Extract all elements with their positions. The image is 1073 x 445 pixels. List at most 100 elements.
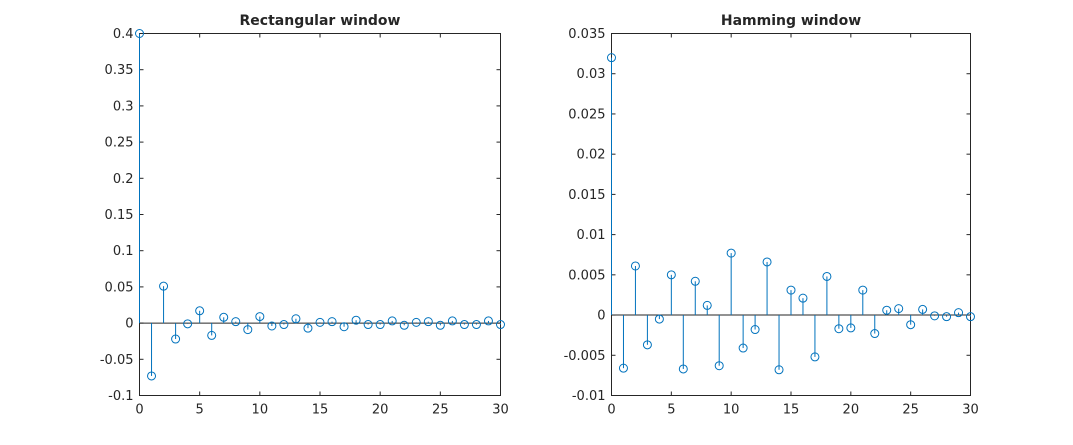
rectangular-window-data-point: [231, 317, 241, 327]
rectangular-window-ytick-label: 0.2: [113, 172, 134, 187]
rectangular-window-ytick-label: 0.15: [105, 208, 134, 223]
hamming-window-ytick-label: 0.005: [568, 268, 605, 283]
rectangular-window-xtick-label: 15: [312, 403, 329, 418]
rectangular-window-data-point: [411, 317, 421, 327]
rectangular-window-data-point: [423, 317, 433, 327]
rectangular-window-data-point: [351, 315, 361, 325]
hamming-window-xtick-label: 15: [783, 403, 800, 418]
rectangular-window-ytick-label: -0.1: [108, 389, 133, 404]
hamming-window-data-point: [654, 314, 664, 324]
hamming-window-data-point: [846, 323, 856, 333]
rectangular-window-data-point: [375, 320, 385, 330]
hamming-window-ytick-label: 0.01: [577, 228, 606, 243]
rectangular-window-data-point: [195, 306, 205, 316]
rectangular-window-xtick-label: 5: [196, 403, 204, 418]
rectangular-window-data-point: [279, 320, 289, 330]
hamming-window-title: Hamming window: [721, 13, 861, 29]
hamming-window-data-point: [618, 363, 628, 373]
rectangular-window-data-point: [471, 320, 481, 330]
rectangular-window-data-point: [363, 320, 373, 330]
hamming-window-ytick-label: 0.035: [568, 27, 605, 42]
rectangular-window-xtick-label: 20: [372, 403, 389, 418]
hamming-window-ytick-label: 0.015: [568, 188, 605, 203]
rectangular-window-ytick-label: 0.4: [113, 27, 134, 42]
hamming-window-data-point: [762, 257, 772, 267]
hamming-window-xtick-label: 5: [667, 403, 675, 418]
rectangular-window-data-point: [483, 316, 493, 326]
hamming-window-data-point: [906, 320, 916, 330]
hamming-window-ytick-label: 0.025: [568, 107, 605, 122]
hamming-window-data-point: [738, 343, 748, 353]
hamming-window-xtick-label: 25: [902, 403, 919, 418]
hamming-window-xtick-label: 20: [843, 403, 860, 418]
hamming-window-data-point: [702, 300, 712, 310]
rectangular-window-data-point: [243, 325, 253, 335]
rectangular-window-data-point: [447, 316, 457, 326]
hamming-window-data-point: [954, 308, 964, 318]
hamming-window-ytick-label: -0.005: [564, 349, 606, 364]
rectangular-window-ytick-label: 0.35: [105, 63, 134, 78]
hamming-window-data-point: [630, 261, 640, 271]
rectangular-window-data-point: [135, 29, 144, 38]
hamming-window-ytick-label: 0: [597, 309, 605, 324]
hamming-window-ytick-label: 0.02: [577, 148, 606, 163]
rectangular-window-data-point: [399, 320, 409, 330]
hamming-window-ytick-label: -0.01: [572, 389, 606, 404]
rectangular-window-data-point: [207, 330, 217, 340]
hamming-window-chart: Hamming window 0 5 10 15 20 25 30 -0.01 -0.005 0 0…: [564, 13, 979, 418]
rectangular-window-xtick-label: 0: [135, 403, 143, 418]
hamming-window-data-point: [810, 352, 820, 362]
rectangular-window-data-point: [327, 317, 337, 327]
rectangular-window-chart: Rectangular window 0 5 10 15 20 25 30 -0.1 -0.05…: [100, 13, 509, 418]
rectangular-window-xtick-label: 10: [252, 403, 269, 418]
hamming-window-data-point: [774, 365, 784, 375]
hamming-window-xtick-label: 30: [962, 403, 979, 418]
hamming-window-xtick-label: 10: [723, 403, 740, 418]
hamming-window-data-point: [894, 304, 904, 314]
rectangular-window-data-point: [459, 320, 469, 330]
hamming-window-data-point: [690, 276, 700, 286]
hamming-window-data-point: [834, 324, 844, 334]
hamming-window-data-point: [678, 364, 688, 374]
hamming-window-data-point: [750, 325, 760, 335]
hamming-window-data-point: [607, 53, 616, 63]
rectangular-window-data-point: [267, 321, 277, 331]
rectangular-window-ytick-label: -0.05: [100, 353, 134, 368]
hamming-window-data-point: [882, 305, 892, 315]
rectangular-window-data-point: [183, 319, 193, 329]
rectangular-window-ytick-label: 0.3: [113, 99, 134, 114]
hamming-window-data-point: [858, 285, 868, 295]
rectangular-window-axes: [139, 33, 501, 396]
hamming-window-data-point: [930, 311, 940, 321]
hamming-window-data-point: [918, 304, 928, 314]
rectangular-window-data-point: [159, 281, 169, 291]
rectangular-window-title: Rectangular window: [240, 13, 401, 29]
hamming-window-data-point: [798, 293, 808, 303]
rectangular-window-data-point: [339, 322, 349, 332]
hamming-window-xtick-label: 0: [607, 403, 615, 418]
rectangular-window-ytick-label: 0.1: [113, 244, 134, 259]
rectangular-window-data-point: [219, 312, 229, 322]
hamming-window-axes: [611, 33, 971, 396]
rectangular-window-data-point: [315, 317, 325, 327]
rectangular-window-ytick-label: 0.05: [105, 280, 134, 295]
rectangular-window-data-point: [496, 320, 505, 330]
hamming-window-data-point: [822, 271, 832, 281]
hamming-window-data-point: [714, 361, 724, 371]
hamming-window-data-point: [870, 329, 880, 339]
rectangular-window-xtick-label: 30: [492, 403, 509, 418]
rectangular-window-ytick-label: 0.25: [105, 136, 134, 151]
rectangular-window-data-point: [435, 320, 445, 330]
hamming-window-ytick-label: 0.03: [577, 67, 606, 82]
rectangular-window-ytick-label: 0: [125, 317, 133, 332]
rectangular-window-data-point: [147, 371, 157, 381]
hamming-window-data-point: [942, 312, 952, 322]
rectangular-window-data-point: [303, 323, 313, 333]
rectangular-window-data-point: [255, 312, 265, 322]
rectangular-window-xtick-label: 25: [432, 403, 449, 418]
rectangular-window-data-point: [291, 314, 301, 324]
hamming-window-data-point: [642, 340, 652, 350]
rectangular-window-data-point: [171, 334, 181, 344]
hamming-window-data-point: [966, 312, 975, 322]
